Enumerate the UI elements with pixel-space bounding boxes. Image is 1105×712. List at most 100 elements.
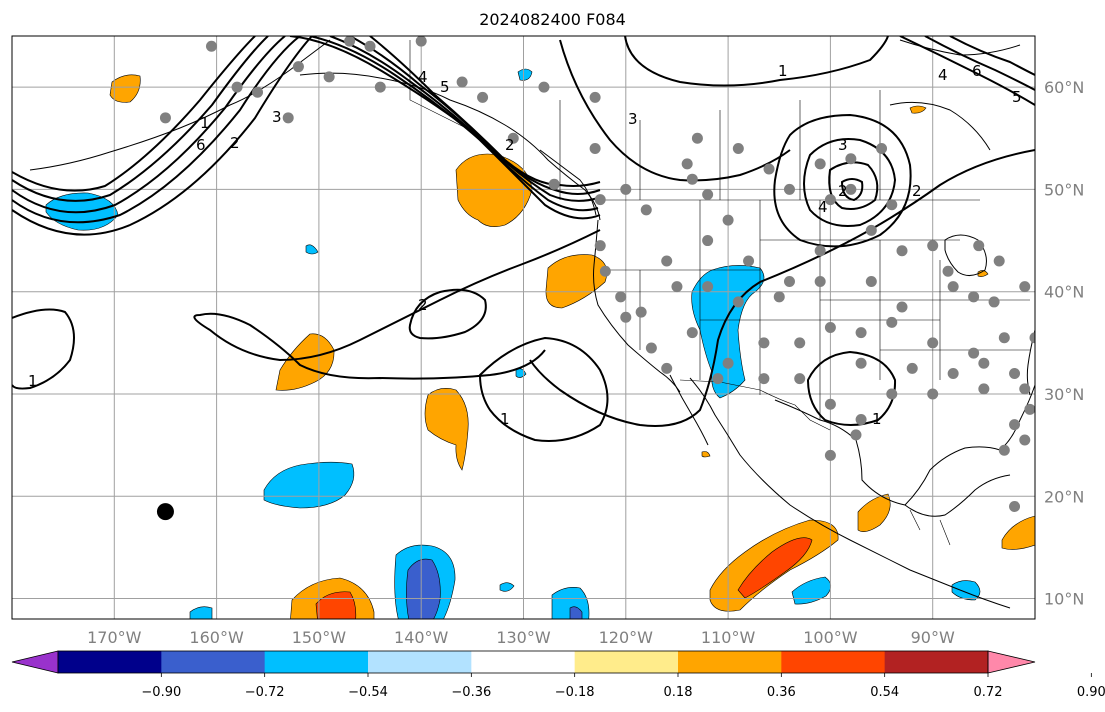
- contour-label: 1: [200, 114, 210, 132]
- station-dot: [1019, 434, 1031, 446]
- map-title: 2024082400 F084: [479, 10, 626, 29]
- station-dot: [876, 143, 888, 155]
- coast-gulf: [774, 384, 1035, 506]
- station-dot: [282, 112, 294, 124]
- station-dot: [814, 275, 826, 287]
- contour-label: 3: [272, 108, 282, 126]
- station-dot: [681, 158, 693, 170]
- station-dot: [344, 36, 356, 47]
- station-dot: [850, 429, 862, 441]
- colorbar-extend-max: [987, 650, 1036, 674]
- longitude-label: 140°W: [394, 628, 449, 647]
- station-dot: [231, 81, 243, 93]
- contour-label: 1: [778, 62, 788, 80]
- longitude-label: 150°W: [292, 628, 347, 647]
- station-dot: [973, 240, 985, 252]
- contour-lines: [12, 36, 1035, 442]
- contour-low-core: [840, 178, 864, 202]
- contour-1-offshore: [478, 336, 609, 442]
- latitude-label: 50°N: [1044, 180, 1084, 199]
- station-dot: [589, 143, 601, 155]
- station-dot: [686, 327, 698, 339]
- latitude-label: 10°N: [1044, 590, 1084, 609]
- colorbar: −0.90 −0.72 −0.54 −0.36 −0.18 0.18 0.36 0.54 0.7…: [11, 650, 1105, 700]
- station-dot: [942, 265, 954, 277]
- station-dot: [1024, 403, 1035, 415]
- station-dot: [845, 153, 857, 165]
- coast-great-lakes: [944, 234, 987, 276]
- coast-yucatan: [904, 474, 1011, 517]
- shade-orange-small-3: [701, 451, 711, 458]
- station-dot: [620, 183, 632, 195]
- station-dot: [599, 265, 611, 277]
- station-dot: [671, 281, 683, 293]
- hawaii-marker: [156, 503, 174, 521]
- station-dot: [763, 163, 775, 175]
- station-dot: [1009, 419, 1021, 431]
- contour-label: 3: [838, 136, 848, 154]
- coastlines: [29, 39, 1035, 609]
- colorbar-tick-label: −0.72: [245, 685, 285, 700]
- colorbar-tick-label: 0.36: [767, 685, 796, 700]
- station-dot: [886, 199, 898, 211]
- longitude-label: 100°W: [803, 628, 858, 647]
- contour-label: 2: [505, 136, 515, 154]
- colorbar-tick-label: −0.54: [348, 685, 388, 700]
- contour-ridge-4: [12, 36, 256, 192]
- contour-label: 1: [872, 410, 882, 428]
- shade-orange-small-1: [909, 105, 927, 114]
- coast-central-am: [959, 589, 1011, 609]
- colorbar-tick-label: 0.90: [1077, 685, 1105, 700]
- station-dot: [845, 183, 857, 195]
- contour-2-island: [408, 288, 487, 340]
- station-dot: [978, 357, 990, 369]
- latitude-label: 30°N: [1044, 385, 1084, 404]
- station-dot: [978, 383, 990, 395]
- colorbar-segment: [884, 651, 989, 673]
- station-dot: [824, 322, 836, 333]
- shade-blue-south: [406, 558, 441, 619]
- station-dot: [855, 327, 867, 339]
- station-dot: [712, 373, 724, 385]
- station-dot: [732, 143, 744, 155]
- contour-2-central: [193, 229, 601, 380]
- station-markers: [159, 36, 1035, 512]
- contour-trough-4: [349, 36, 601, 195]
- coast-mexico-west: [689, 377, 961, 591]
- contour-ridge-1: [12, 36, 301, 224]
- colorbar-tick-label: 0.54: [870, 685, 899, 700]
- colorbar-tick-label: 0.18: [664, 685, 693, 700]
- longitude-label: 90°W: [911, 628, 955, 647]
- station-dot: [896, 301, 908, 313]
- station-dot: [927, 240, 939, 252]
- contour-north-east-2: [924, 36, 1035, 91]
- station-dot: [824, 398, 836, 410]
- map-frame: [11, 35, 1036, 620]
- station-dot: [589, 91, 601, 103]
- station-dot: [1029, 332, 1035, 344]
- contour-2-east: [529, 149, 1035, 427]
- station-dot: [865, 275, 877, 287]
- longitude-label: 170°W: [87, 628, 142, 647]
- station-dot: [998, 444, 1010, 456]
- station-dot: [968, 347, 980, 359]
- station-dot: [794, 337, 806, 349]
- station-dot: [1009, 368, 1021, 380]
- station-dot: [722, 214, 734, 226]
- station-dot: [702, 235, 714, 247]
- contour-label: 3: [628, 110, 638, 128]
- colorbar-tick-label: −0.18: [555, 685, 595, 700]
- station-dot: [947, 368, 959, 380]
- colorbar-extend-min: [11, 650, 59, 674]
- station-dot: [794, 373, 806, 385]
- contour-1-north: [624, 36, 889, 87]
- station-dot: [1009, 500, 1021, 512]
- shade-orange-offshore: [424, 388, 469, 471]
- colorbar-frame: [57, 650, 989, 674]
- station-dot: [292, 61, 304, 73]
- contour-label: 4: [418, 68, 428, 86]
- contour-1-southwest: [12, 308, 75, 390]
- contour-north-east-3: [949, 36, 1035, 76]
- station-dot: [814, 245, 826, 257]
